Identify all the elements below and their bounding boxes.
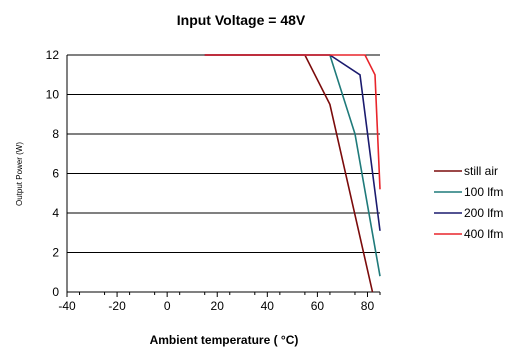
series-line-3 xyxy=(204,54,381,190)
legend-label: still air xyxy=(464,164,498,178)
legend-item: 400 lfm xyxy=(434,227,503,241)
x-axis-label: Ambient temperature ( °C) xyxy=(150,333,299,347)
legend-label: 200 lfm xyxy=(464,206,503,220)
x-tick-label: 20 xyxy=(211,299,225,313)
legend-item: 200 lfm xyxy=(434,206,503,220)
legend-item: 100 lfm xyxy=(434,185,503,199)
axes: 0 2 4 6 8 10 12 -40 -20 0 20 40 60 80 xyxy=(46,48,381,313)
legend-label: 100 lfm xyxy=(464,185,503,199)
legend-label: 400 lfm xyxy=(464,227,503,241)
series-line-2 xyxy=(204,54,381,231)
chart-title: Input Voltage = 48V xyxy=(177,12,306,28)
y-tick-label: 10 xyxy=(46,88,60,102)
x-tick-label: 40 xyxy=(261,299,275,313)
series-line-1 xyxy=(204,54,381,277)
y-tick-label: 0 xyxy=(52,285,59,299)
x-tick-label: -40 xyxy=(58,299,76,313)
series-group xyxy=(204,54,381,293)
x-tick-label: 80 xyxy=(361,299,375,313)
y-tick-label: 8 xyxy=(52,127,59,141)
x-tick-label: 0 xyxy=(164,299,171,313)
legend-item: still air xyxy=(434,164,498,178)
y-tick-label: 6 xyxy=(52,167,59,181)
legend: still air 100 lfm 200 lfm 400 lfm xyxy=(434,164,503,241)
grid-lines xyxy=(67,54,380,253)
y-tick-label: 4 xyxy=(52,206,59,220)
x-tick-label: -20 xyxy=(108,299,126,313)
y-tick-label: 12 xyxy=(46,48,60,62)
x-tick-label: 60 xyxy=(311,299,325,313)
y-tick-label: 2 xyxy=(52,246,59,260)
y-axis-label: Output Power (W) xyxy=(15,142,24,206)
